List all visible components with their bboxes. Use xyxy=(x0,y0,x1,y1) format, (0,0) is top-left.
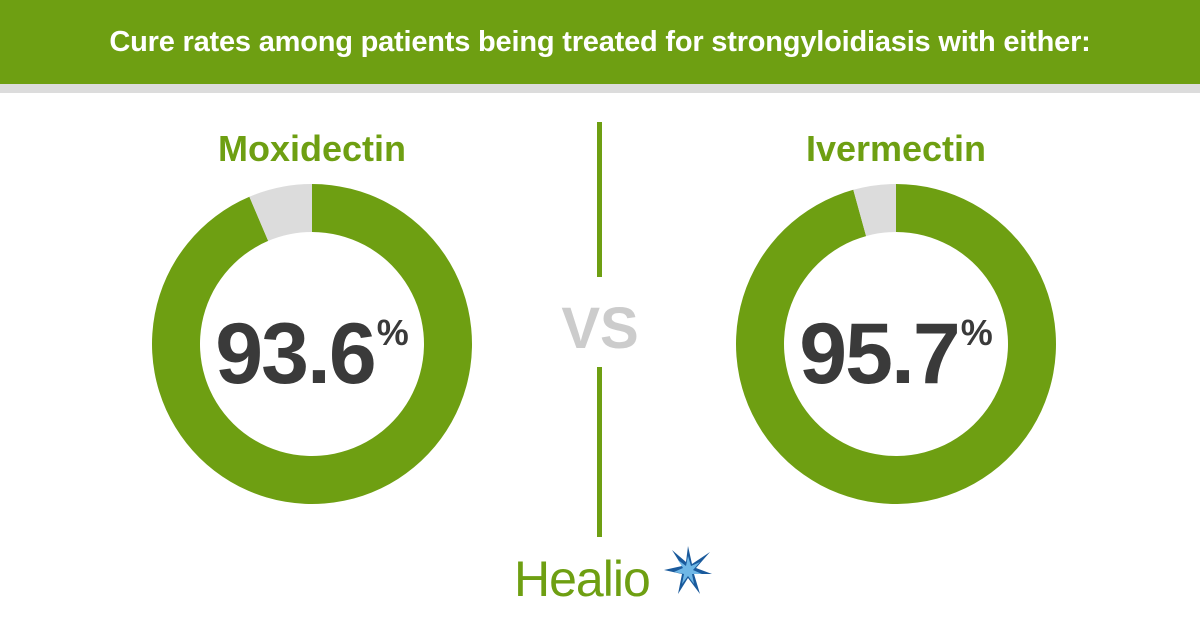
moxidectin-value-number: 93.6 xyxy=(215,306,376,402)
moxidectin-value: 93.6% xyxy=(142,305,482,404)
ivermectin-value: 95.7% xyxy=(726,305,1066,404)
donut-slice-cured xyxy=(152,184,473,504)
ivermectin-panel: Ivermectin 95.7% xyxy=(726,120,1066,520)
moxidectin-label: Moxidectin xyxy=(217,128,406,169)
page-title: Cure rates among patients being treated … xyxy=(109,25,1091,58)
ivermectin-donut-svg xyxy=(736,184,1056,505)
donut-slice-cured xyxy=(736,184,1056,505)
star-logo-icon xyxy=(664,546,712,594)
ivermectin-label: Ivermectin xyxy=(805,128,987,169)
moxidectin-value-unit: % xyxy=(376,312,409,353)
moxidectin-donut-chart xyxy=(150,182,474,506)
header-rule xyxy=(0,84,1200,93)
vs-label: VS xyxy=(561,296,639,361)
moxidectin-panel: Moxidectin 93.6% xyxy=(142,120,482,520)
logo-wordmark: Healio xyxy=(514,551,651,607)
ivermectin-value-unit: % xyxy=(960,312,993,353)
divider-bottom xyxy=(597,367,602,537)
donut-slice-not-cured xyxy=(249,184,312,241)
ivermectin-donut-chart xyxy=(734,182,1058,506)
header-banner: Cure rates among patients being treated … xyxy=(0,0,1200,84)
moxidectin-donut-svg xyxy=(152,184,473,504)
divider-top xyxy=(597,122,602,277)
healio-logo: Healio xyxy=(514,544,714,610)
donut-slice-not-cured xyxy=(853,184,896,237)
ivermectin-value-number: 95.7 xyxy=(799,306,960,402)
